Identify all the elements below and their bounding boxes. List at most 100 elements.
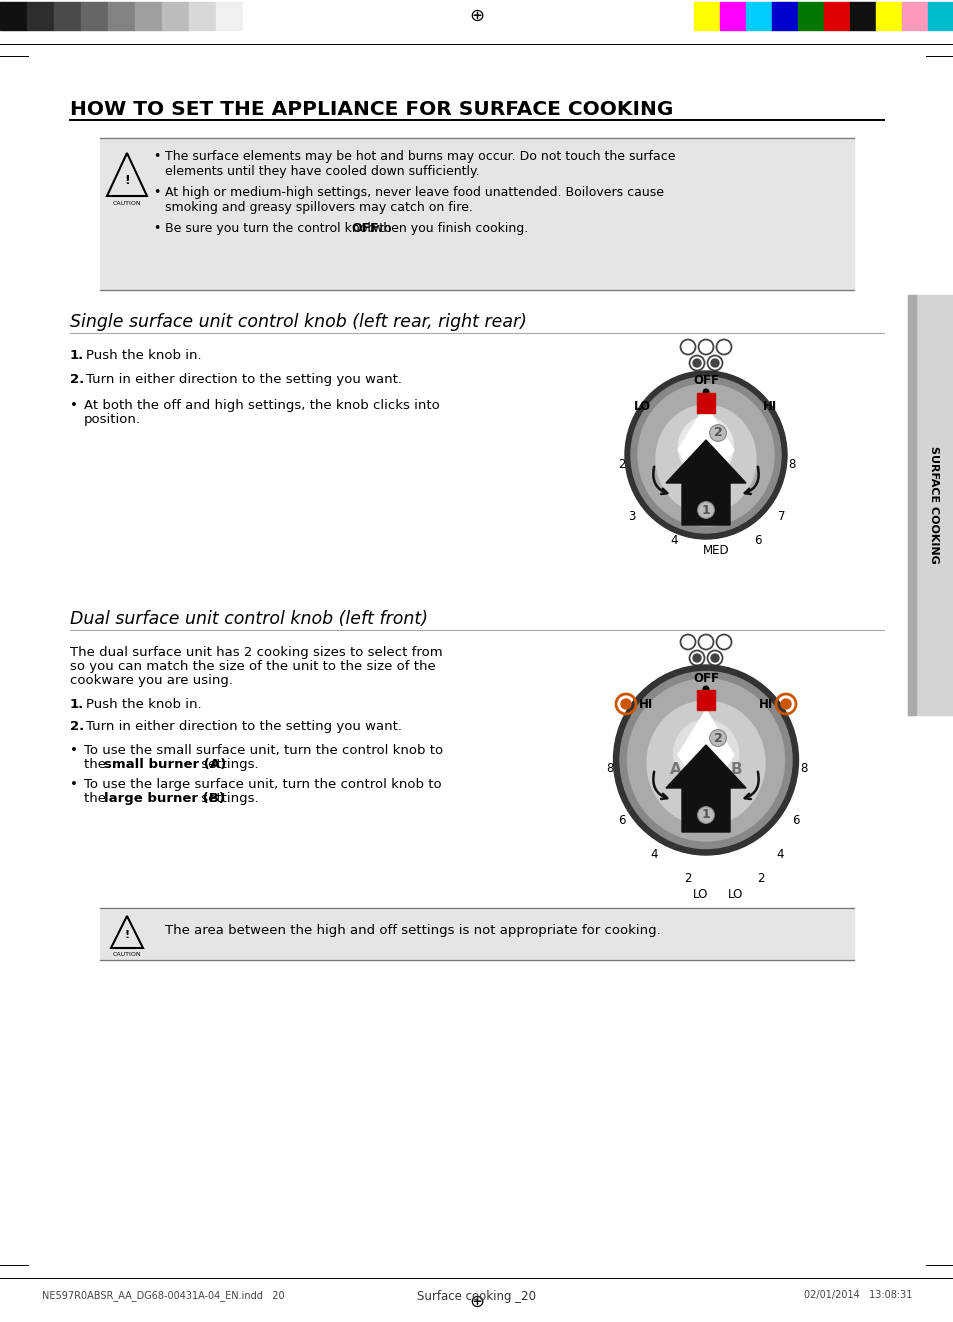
Text: Push the knob in.: Push the knob in.: [86, 698, 201, 711]
Text: 7: 7: [778, 510, 785, 524]
Text: 2: 2: [757, 871, 764, 884]
Text: HI: HI: [639, 698, 653, 710]
Ellipse shape: [678, 416, 733, 477]
Ellipse shape: [656, 405, 755, 513]
Circle shape: [781, 699, 790, 709]
Text: •: •: [152, 222, 160, 235]
Text: At both the off and high settings, the knob clicks into: At both the off and high settings, the k…: [84, 399, 439, 412]
Circle shape: [710, 360, 719, 368]
Text: 1.: 1.: [70, 698, 84, 711]
Text: 1: 1: [700, 809, 710, 821]
Bar: [135, 3, 162, 30]
Text: 3: 3: [628, 510, 635, 524]
Bar: [100, 137, 853, 290]
Text: 4: 4: [650, 849, 657, 862]
Bar: [697, 393, 714, 412]
Text: CAUTION: CAUTION: [112, 201, 141, 206]
Text: HI: HI: [762, 401, 777, 414]
Ellipse shape: [619, 672, 791, 849]
Bar: [100, 908, 853, 960]
Circle shape: [620, 699, 630, 709]
Bar: [720, 3, 745, 30]
Bar: [907, 295, 953, 715]
Text: HOW TO SET THE APPLIANCE FOR SURFACE COOKING: HOW TO SET THE APPLIANCE FOR SURFACE COO…: [70, 100, 673, 119]
Text: when you finish cooking.: when you finish cooking.: [368, 222, 527, 235]
Text: 8: 8: [606, 761, 613, 775]
Text: elements until they have cooled down sufficiently.: elements until they have cooled down suf…: [165, 165, 479, 178]
Text: settings.: settings.: [196, 792, 258, 805]
Bar: [901, 3, 927, 30]
Text: Single surface unit control knob (left rear, right rear): Single surface unit control knob (left r…: [70, 313, 526, 330]
Bar: [875, 3, 901, 30]
Circle shape: [692, 654, 700, 662]
Text: the: the: [84, 792, 111, 805]
Text: LO: LO: [633, 401, 650, 414]
Text: 8: 8: [800, 761, 807, 775]
Bar: [27, 3, 54, 30]
Text: To use the large surface unit, turn the control knob to: To use the large surface unit, turn the …: [84, 779, 441, 791]
Text: Turn in either direction to the setting you want.: Turn in either direction to the setting …: [86, 720, 401, 732]
Text: CAUTION: CAUTION: [112, 952, 141, 957]
Text: •: •: [152, 149, 160, 163]
Polygon shape: [665, 746, 745, 832]
Text: •: •: [152, 186, 160, 200]
Text: !: !: [124, 173, 130, 186]
Text: MED: MED: [702, 545, 728, 558]
Text: 2: 2: [683, 871, 691, 884]
Text: •: •: [70, 744, 78, 758]
Text: 2: 2: [618, 459, 625, 472]
Ellipse shape: [673, 720, 738, 788]
Circle shape: [702, 389, 708, 395]
Text: Surface cooking _20: Surface cooking _20: [417, 1290, 536, 1303]
Ellipse shape: [624, 371, 786, 539]
Bar: [849, 3, 875, 30]
Text: 4: 4: [776, 849, 783, 862]
Text: HI: HI: [758, 698, 772, 710]
Text: ⊕: ⊕: [469, 7, 484, 25]
Bar: [162, 3, 189, 30]
Text: 2.: 2.: [70, 373, 84, 386]
Bar: [927, 3, 953, 30]
Text: ⊕: ⊕: [469, 1293, 484, 1311]
Ellipse shape: [613, 665, 798, 855]
Text: LO: LO: [693, 887, 708, 900]
Text: cookware you are using.: cookware you are using.: [70, 674, 233, 687]
Text: The surface elements may be hot and burns may occur. Do not touch the surface: The surface elements may be hot and burn…: [165, 149, 675, 163]
Text: 4: 4: [670, 534, 677, 547]
Text: the: the: [84, 758, 111, 771]
Text: OFF: OFF: [352, 222, 379, 235]
Text: 6: 6: [754, 534, 760, 547]
Text: 6: 6: [618, 813, 625, 826]
Text: position.: position.: [84, 412, 141, 426]
Ellipse shape: [630, 377, 781, 533]
Bar: [81, 3, 108, 30]
Bar: [108, 3, 135, 30]
Circle shape: [710, 654, 719, 662]
Text: B: B: [729, 763, 741, 777]
Text: To use the small surface unit, turn the control knob to: To use the small surface unit, turn the …: [84, 744, 442, 758]
Text: Be sure you turn the control knob to: Be sure you turn the control knob to: [165, 222, 395, 235]
Ellipse shape: [646, 701, 764, 825]
Bar: [693, 3, 720, 30]
Text: OFF: OFF: [692, 374, 719, 387]
Text: 8: 8: [787, 459, 795, 472]
Polygon shape: [678, 405, 733, 508]
Text: 2: 2: [713, 427, 721, 439]
Bar: [54, 3, 81, 30]
Circle shape: [702, 686, 708, 691]
Ellipse shape: [638, 383, 773, 526]
Bar: [745, 3, 771, 30]
Text: A: A: [669, 763, 681, 777]
Text: •: •: [70, 779, 78, 791]
Bar: [823, 3, 849, 30]
Text: smoking and greasy spillovers may catch on fire.: smoking and greasy spillovers may catch …: [165, 201, 473, 214]
Text: so you can match the size of the unit to the size of the: so you can match the size of the unit to…: [70, 660, 436, 673]
Text: 02/01/2014   13:08:31: 02/01/2014 13:08:31: [802, 1290, 911, 1300]
Text: 6: 6: [791, 813, 799, 826]
Text: !: !: [124, 929, 130, 940]
Text: SURFACE COOKING: SURFACE COOKING: [928, 446, 938, 564]
Polygon shape: [665, 440, 745, 525]
Text: Push the knob in.: Push the knob in.: [86, 349, 201, 362]
Text: OFF: OFF: [692, 672, 719, 685]
Text: At high or medium-high settings, never leave food unattended. Boilovers cause: At high or medium-high settings, never l…: [165, 186, 663, 200]
